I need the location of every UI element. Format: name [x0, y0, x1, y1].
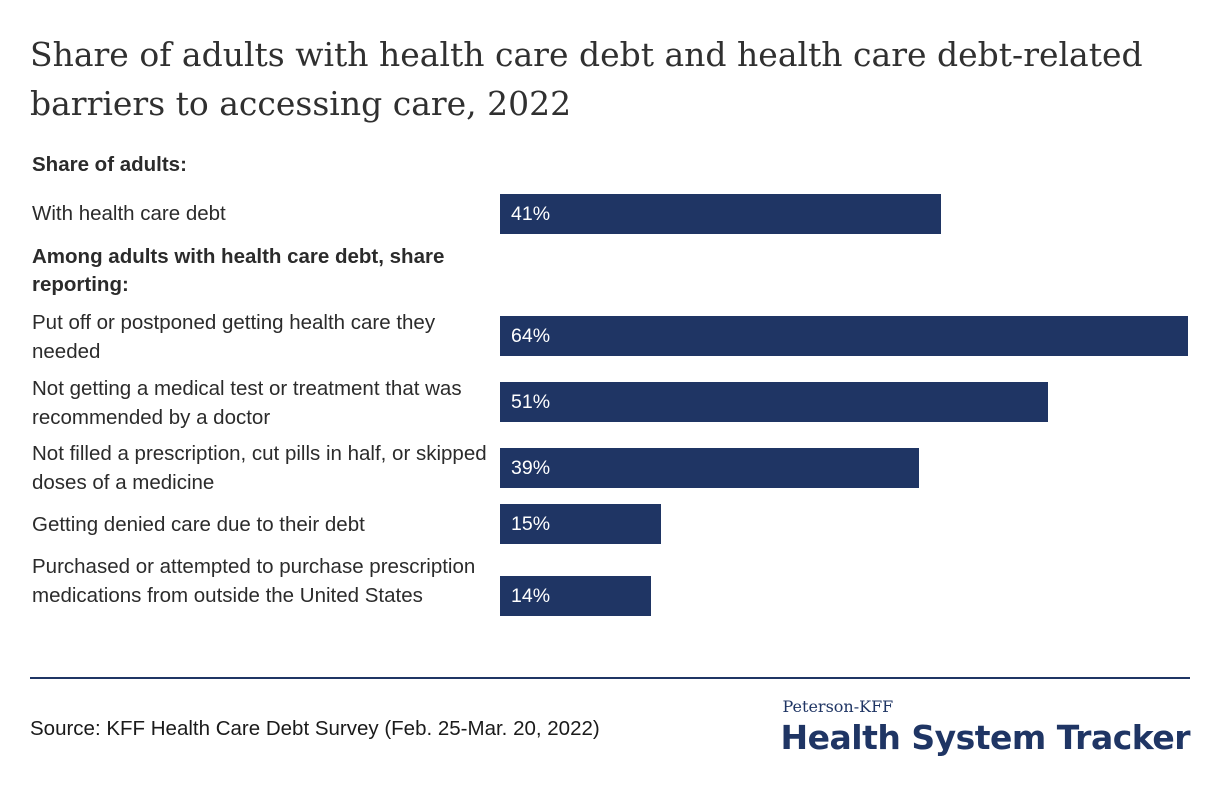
bar-skipped-test: 51% — [500, 382, 1049, 422]
footer-divider — [30, 677, 1190, 679]
source-note: Source: KFF Health Care Debt Survey (Feb… — [30, 717, 600, 740]
bar-value-skipped-test: 51% — [511, 391, 551, 413]
bar-label-outside-us: Purchased or attempted to purchase presc… — [32, 555, 476, 607]
bar-with-debt: 41% — [500, 194, 941, 234]
bar-value-outside-us: 14% — [511, 585, 551, 607]
tracker-logo: Peterson-KFF Health System Tracker — [781, 697, 1191, 759]
chart-title: Share of adults with health care debt an… — [30, 35, 1143, 123]
bar-outside-us: 14% — [500, 576, 651, 616]
bar-label-with-debt: With health care debt — [32, 202, 226, 225]
bar-value-prescription: 39% — [511, 457, 551, 479]
group-heading-among-debt: Among adults with health care debt, shar… — [32, 245, 445, 296]
bar-label-skipped-test: Not getting a medical test or treatment … — [32, 377, 462, 429]
bar-value-with-debt: 41% — [511, 203, 551, 225]
bar-label-denied-care: Getting denied care due to their debt — [32, 513, 365, 536]
bar-label-postponed-care: Put off or postponed getting health care… — [32, 311, 436, 363]
bar-value-postponed-care: 64% — [511, 325, 551, 347]
bar-prescription: 39% — [500, 448, 920, 488]
bar-denied-care: 15% — [500, 504, 662, 544]
logo-title: Health System Tracker — [780, 718, 1191, 757]
bar-value-denied-care: 15% — [511, 513, 551, 535]
bar-label-prescription: Not filled a prescription, cut pills in … — [32, 442, 487, 494]
bar-postponed-care: 64% — [500, 316, 1188, 356]
group-heading-all-adults: Share of adults: — [32, 153, 187, 176]
logo-subtitle: Peterson-KFF — [782, 697, 894, 716]
